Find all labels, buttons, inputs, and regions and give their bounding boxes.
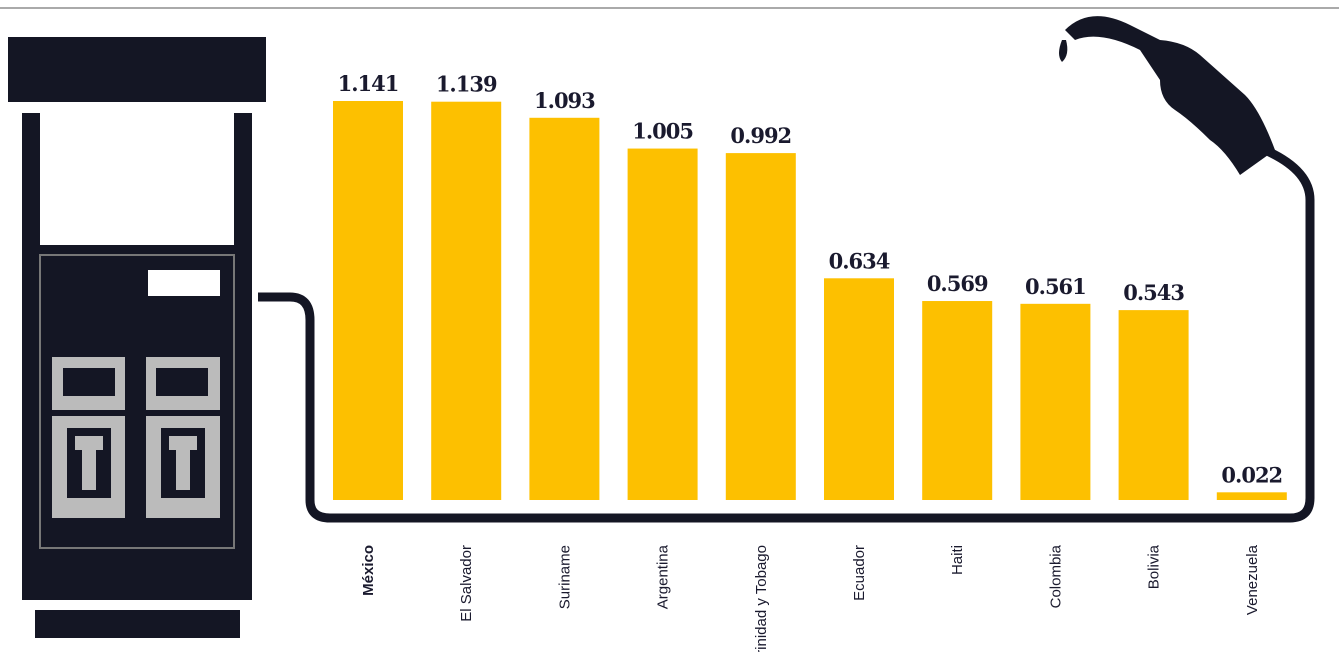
- bar: [725, 153, 796, 500]
- nozzle: [1065, 16, 1275, 175]
- drop: [1059, 40, 1068, 62]
- bar: [922, 301, 993, 500]
- bar: [333, 101, 403, 500]
- x-tick-label: Ecuador: [851, 545, 868, 601]
- x-tick-label: Colombia: [1047, 544, 1064, 608]
- bar: [1020, 303, 1091, 500]
- bar: [627, 148, 698, 500]
- value-label: 1.093: [534, 88, 595, 113]
- x-tick-label: El Salvador: [458, 545, 475, 622]
- value-label: 0.022: [1221, 462, 1282, 487]
- x-tick-label: Haiti: [949, 545, 966, 575]
- x-tick-label: Bolivia: [1146, 544, 1163, 589]
- bar: [824, 278, 894, 500]
- x-tick-label: Trinidad y Tobago: [753, 545, 770, 652]
- bar: [1118, 310, 1189, 500]
- hose: [258, 145, 1315, 523]
- value-label: 0.561: [1025, 274, 1086, 299]
- bar: [1216, 492, 1287, 500]
- bar: [431, 101, 502, 500]
- pump: [8, 37, 266, 638]
- value-label: 0.992: [730, 123, 791, 148]
- value-label: 0.569: [927, 271, 988, 296]
- x-tick-label: Suriname: [556, 545, 573, 609]
- value-label: 1.141: [338, 71, 399, 96]
- value-label: 1.005: [632, 119, 693, 144]
- bar: [529, 117, 600, 500]
- value-label: 0.634: [829, 248, 890, 273]
- x-tick-label: Venezuela: [1244, 544, 1261, 615]
- value-label: 1.139: [436, 72, 497, 97]
- x-tick-label: Argentina: [655, 544, 672, 609]
- x-tick-label: México: [360, 545, 377, 596]
- value-label: 0.543: [1123, 280, 1184, 305]
